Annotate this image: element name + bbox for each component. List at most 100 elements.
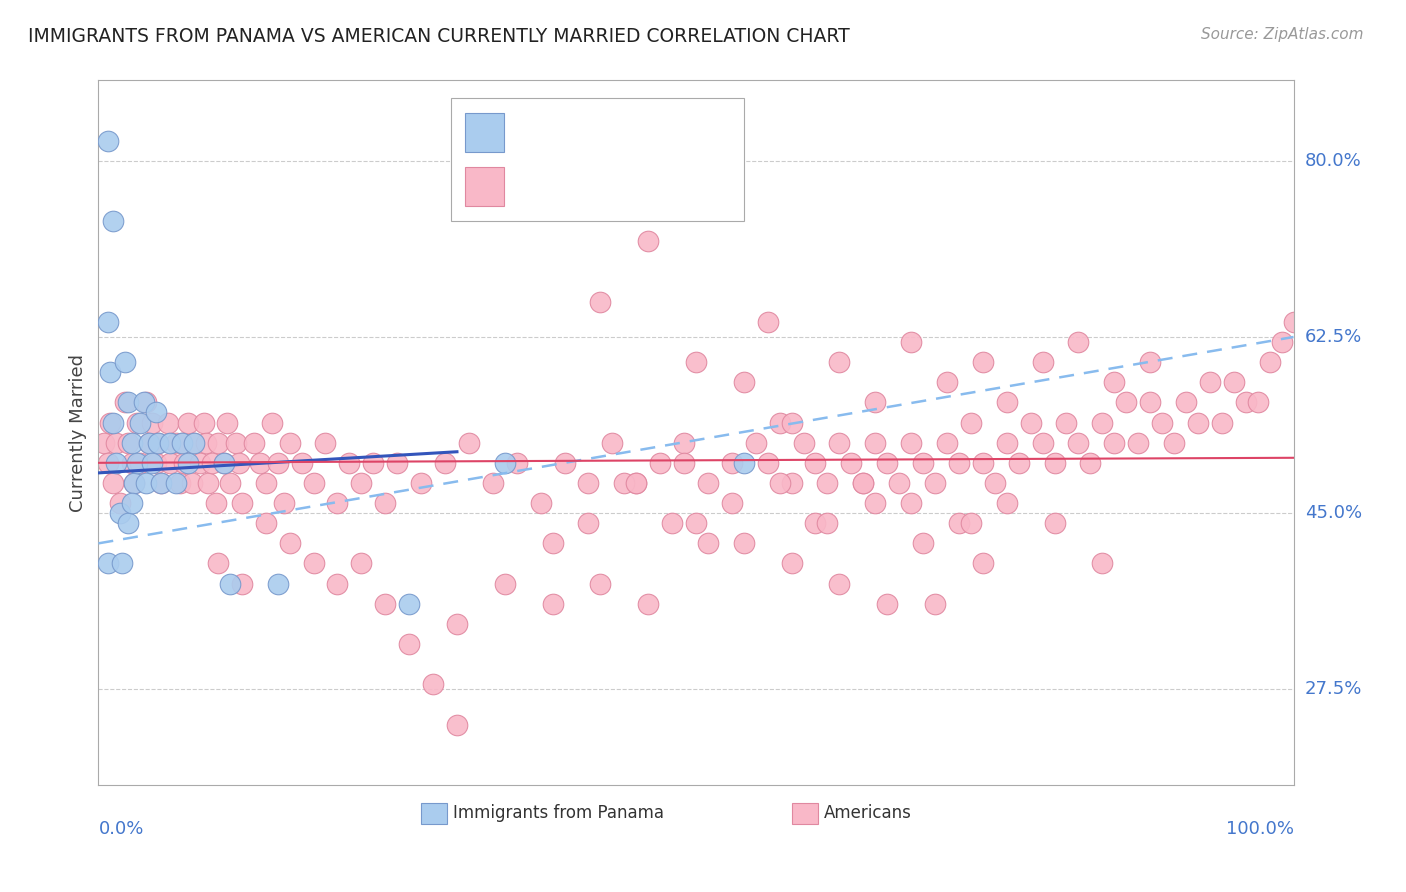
Point <box>350 557 373 571</box>
Point <box>121 435 143 450</box>
Point <box>108 506 131 520</box>
Text: 0.0%: 0.0% <box>98 820 143 838</box>
Text: Americans: Americans <box>824 805 911 822</box>
Point <box>446 717 468 731</box>
Point <box>1282 315 1305 329</box>
Point <box>177 416 200 430</box>
Point <box>815 516 838 531</box>
Point <box>411 475 433 490</box>
Point <box>180 475 202 490</box>
Point <box>815 475 838 490</box>
Point <box>1128 435 1150 450</box>
Point <box>972 557 994 571</box>
Point <box>278 435 301 450</box>
Point <box>1043 516 1066 531</box>
Point <box>385 456 409 470</box>
Point <box>212 456 235 470</box>
Point <box>889 475 911 490</box>
Point <box>141 456 163 470</box>
Bar <box>792 803 818 823</box>
Bar <box>465 113 503 152</box>
Point <box>165 475 187 490</box>
Point <box>626 475 648 490</box>
Point <box>602 435 624 450</box>
Point <box>733 376 755 390</box>
Point <box>315 435 337 450</box>
Point <box>626 475 648 490</box>
Point <box>673 456 696 470</box>
Point <box>97 557 120 571</box>
Point <box>267 576 290 591</box>
Point <box>132 395 155 409</box>
Point <box>900 496 922 510</box>
Point <box>841 456 863 470</box>
Point <box>865 395 887 409</box>
Point <box>828 435 851 450</box>
Point <box>1104 376 1126 390</box>
Point <box>1067 435 1090 450</box>
Point <box>398 637 420 651</box>
Point <box>124 475 146 490</box>
Point <box>876 597 898 611</box>
Point <box>804 456 827 470</box>
Point <box>267 456 290 470</box>
Point <box>111 557 134 571</box>
Point <box>865 435 887 450</box>
Point <box>828 576 851 591</box>
Point <box>434 456 457 470</box>
Point <box>105 456 128 470</box>
Point <box>648 456 672 470</box>
Point <box>339 456 361 470</box>
Point <box>219 576 242 591</box>
Point <box>685 355 707 369</box>
Point <box>129 456 152 470</box>
Point <box>900 334 922 349</box>
Point <box>149 475 172 490</box>
Point <box>231 496 253 510</box>
Point <box>876 456 898 470</box>
Point <box>141 416 163 430</box>
Point <box>458 435 481 450</box>
Point <box>1199 376 1222 390</box>
Point <box>446 616 468 631</box>
Point <box>697 475 720 490</box>
Point <box>173 456 195 470</box>
Point <box>780 416 803 430</box>
Y-axis label: Currently Married: Currently Married <box>69 353 87 512</box>
Point <box>117 435 139 450</box>
Point <box>291 456 314 470</box>
Text: IMMIGRANTS FROM PANAMA VS AMERICAN CURRENTLY MARRIED CORRELATION CHART: IMMIGRANTS FROM PANAMA VS AMERICAN CURRE… <box>28 27 849 45</box>
Point <box>589 576 612 591</box>
Point <box>129 416 152 430</box>
Point <box>852 475 875 490</box>
Point <box>207 435 229 450</box>
Point <box>183 435 205 450</box>
Point <box>1258 355 1281 369</box>
Point <box>243 435 266 450</box>
Point <box>145 405 167 419</box>
Point <box>105 435 128 450</box>
Point <box>159 456 181 470</box>
Point <box>326 496 349 510</box>
Point <box>613 475 636 490</box>
Point <box>1247 395 1270 409</box>
Bar <box>422 803 447 823</box>
Point <box>172 435 194 450</box>
Point <box>125 416 148 430</box>
Point <box>1091 416 1114 430</box>
Point <box>793 435 815 450</box>
Point <box>637 235 659 249</box>
Point <box>1139 395 1161 409</box>
Point <box>530 496 553 510</box>
Text: 62.5%: 62.5% <box>1305 328 1362 346</box>
Point <box>1019 416 1042 430</box>
Text: R = 0.007   N = 175: R = 0.007 N = 175 <box>516 178 697 195</box>
Point <box>93 435 115 450</box>
Point <box>589 294 612 309</box>
Point <box>374 496 396 510</box>
Point <box>1091 557 1114 571</box>
Point <box>121 456 143 470</box>
Point <box>212 456 235 470</box>
Point <box>1043 456 1066 470</box>
Point <box>1211 416 1233 430</box>
